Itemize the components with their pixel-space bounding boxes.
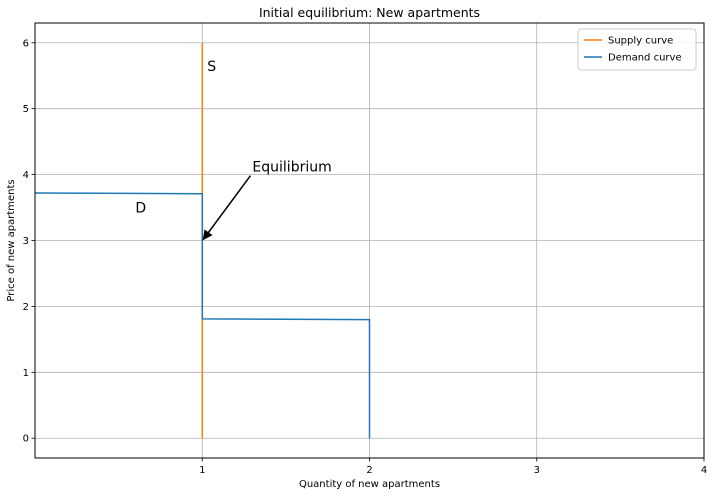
y-axis-label: Price of new apartments (6, 179, 17, 301)
y-tick-label: 3 (23, 236, 29, 247)
y-tick-label: 2 (23, 302, 29, 313)
plot-series (34, 42, 371, 439)
equilibrium-arrow (202, 175, 252, 241)
y-tick-label: 4 (23, 170, 29, 181)
y-tick-label: 0 (23, 434, 29, 445)
legend: Supply curve Demand curve (577, 28, 697, 71)
equilibrium-label: Equilibrium (252, 160, 331, 176)
plot-frame (34, 22, 705, 459)
y-tick-label: 5 (23, 104, 29, 115)
x-axis-label: Quantity of new apartments (299, 479, 440, 490)
y-tick-label: 6 (23, 38, 29, 49)
axis-ticks: 0 1 2 3 4 5 6 1 2 3 4 (23, 38, 708, 476)
legend-label: Demand curve (608, 53, 682, 64)
x-tick-label: 3 (534, 465, 540, 476)
annotations: S D Equilibrium (135, 59, 332, 241)
x-tick-label: 2 (366, 465, 372, 476)
legend-box (577, 28, 697, 71)
series-line-demand (34, 192, 371, 439)
x-tick-label: 1 (199, 465, 205, 476)
curve-label-d: D (135, 201, 146, 217)
y-tick-label: 1 (23, 368, 29, 379)
chart-title: Initial equilibrium: New apartments (259, 5, 480, 20)
curve-label-s: S (207, 59, 216, 75)
x-tick-label: 4 (701, 465, 707, 476)
legend-label: Supply curve (608, 36, 673, 47)
